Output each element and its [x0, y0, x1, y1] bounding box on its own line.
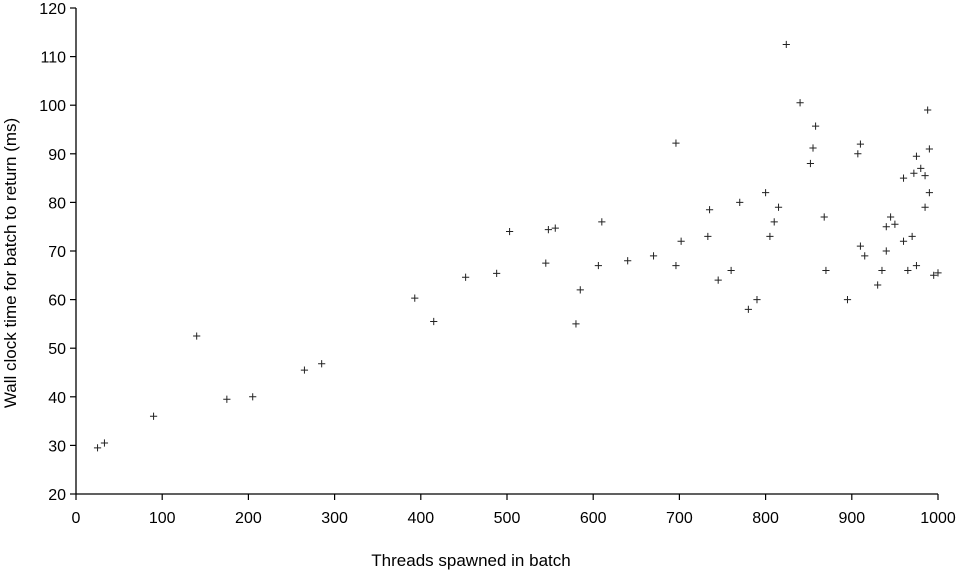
- scatter-point: [809, 144, 817, 152]
- scatter-point: [882, 223, 890, 231]
- scatter-point: [649, 252, 658, 260]
- scatter-point: [811, 122, 820, 130]
- scatter-point: [672, 139, 680, 147]
- scatter-point: [714, 276, 722, 284]
- scatter-point: [882, 247, 890, 255]
- scatter-point: [904, 266, 912, 275]
- scatter-point: [912, 261, 921, 270]
- scatter-point: [891, 220, 899, 228]
- scatter-points: [93, 40, 942, 452]
- x-tick-label: 800: [752, 510, 779, 527]
- scatter-point: [318, 360, 326, 368]
- scatter-point: [934, 269, 942, 277]
- scatter-point: [854, 150, 862, 158]
- scatter-point: [411, 294, 419, 302]
- scatter-point: [886, 213, 895, 221]
- scatter-point: [822, 266, 830, 275]
- scatter-point: [705, 206, 714, 214]
- scatter-point: [223, 395, 231, 403]
- y-tick-label: 30: [48, 438, 66, 455]
- scatter-point: [505, 227, 514, 236]
- y-tick-label: 20: [48, 487, 66, 504]
- x-axis-ticks: 0 100 200 300 400 500 600 700 800 900 1000: [72, 494, 956, 527]
- scatter-point: [874, 281, 882, 289]
- scatter-point: [149, 412, 158, 420]
- y-tick-label: 100: [39, 98, 66, 115]
- y-axis-ticks: 20 30 40 50 60 70 80 90 100 110 120: [39, 1, 76, 504]
- scatter-point: [899, 174, 908, 182]
- x-tick-label: 900: [838, 510, 865, 527]
- scatter-point: [300, 366, 309, 374]
- scatter-point: [544, 226, 552, 234]
- scatter-point: [193, 332, 201, 340]
- scatter-point: [820, 213, 828, 221]
- scatter-point: [899, 237, 908, 245]
- scatter-point: [572, 320, 580, 328]
- x-tick-label: 700: [666, 510, 693, 527]
- y-tick-label: 120: [39, 1, 66, 18]
- scatter-point: [762, 189, 770, 197]
- scatter-point: [924, 106, 932, 114]
- scatter-point: [912, 152, 921, 160]
- scatter-point: [100, 439, 109, 447]
- y-tick-label: 90: [48, 147, 66, 164]
- x-tick-label: 400: [407, 510, 434, 527]
- scatter-point: [594, 261, 602, 270]
- scatter-point: [917, 164, 925, 172]
- scatter-point: [542, 259, 550, 267]
- scatter-point: [796, 99, 804, 107]
- scatter-point: [93, 444, 102, 452]
- y-tick-label: 80: [48, 195, 66, 212]
- y-tick-label: 40: [48, 390, 66, 407]
- x-axis-title: Threads spawned in batch: [371, 551, 570, 570]
- y-tick-label: 60: [48, 293, 66, 310]
- scatter-point: [430, 317, 438, 326]
- y-axis-title: Wall clock time for batch to return (ms): [1, 118, 20, 408]
- scatter-point: [856, 242, 865, 250]
- scatter-point: [925, 145, 933, 153]
- x-tick-label: 300: [321, 510, 348, 527]
- scatter-point: [672, 261, 680, 270]
- x-tick-label: 600: [580, 510, 607, 527]
- scatter-point: [930, 271, 938, 279]
- scatter-point: [727, 266, 735, 275]
- x-tick-label: 100: [149, 510, 176, 527]
- scatter-point: [878, 266, 886, 275]
- scatter-point: [910, 169, 918, 177]
- scatter-point: [856, 140, 865, 148]
- scatter-point: [925, 189, 933, 197]
- scatter-point: [551, 224, 559, 232]
- scatter-point: [677, 237, 685, 245]
- scatter-point: [598, 218, 606, 226]
- scatter-point: [861, 252, 869, 260]
- x-tick-label: 1000: [920, 510, 956, 527]
- scatter-point: [770, 218, 778, 226]
- x-tick-label: 0: [72, 510, 81, 527]
- scatter-point: [766, 232, 774, 241]
- scatter-point: [249, 393, 257, 401]
- scatter-point: [493, 269, 501, 277]
- x-tick-label: 500: [494, 510, 521, 527]
- y-tick-label: 70: [48, 244, 66, 261]
- x-tick-label: 200: [235, 510, 262, 527]
- scatter-point: [462, 273, 470, 281]
- scatter-point: [704, 232, 712, 241]
- scatter-point: [576, 286, 584, 294]
- scatter-point: [782, 40, 790, 49]
- y-tick-label: 50: [48, 341, 66, 358]
- y-tick-label: 110: [40, 50, 66, 67]
- scatter-point: [921, 172, 929, 180]
- scatter-point: [908, 232, 916, 241]
- scatter-point: [744, 305, 752, 313]
- scatter-point: [806, 159, 815, 168]
- scatter-point: [843, 296, 852, 304]
- scatter-point: [736, 198, 744, 206]
- scatter-point: [921, 203, 929, 211]
- scatter-point: [753, 296, 761, 304]
- scatter-point: [774, 203, 783, 211]
- scatter-point: [624, 257, 632, 265]
